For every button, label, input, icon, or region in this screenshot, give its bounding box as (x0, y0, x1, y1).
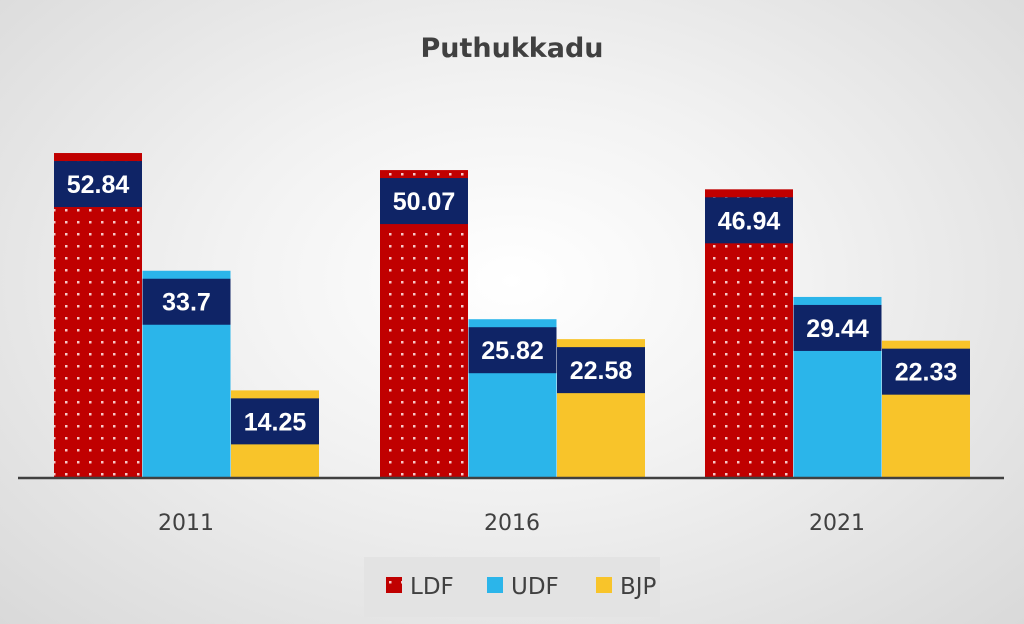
data-label-ldf-2021: 46.94 (718, 207, 781, 235)
x-tick-label: 2021 (809, 511, 865, 536)
data-label-box (882, 348, 970, 395)
x-tick-label: 2011 (158, 511, 214, 536)
bars: 52.84 33.7 14.25 50.07 25.82 22.58 46.94 29.44 2… (54, 153, 970, 478)
legend-label-ldf: LDF (410, 574, 454, 600)
data-label-box (231, 398, 319, 445)
data-label-ldf-2016: 50.07 (393, 188, 456, 216)
data-label-box (468, 327, 557, 374)
bar-ldf-2011 (54, 153, 142, 478)
data-label-udf-2021: 29.44 (806, 315, 869, 343)
data-label-bjp-2011: 14.25 (244, 408, 307, 436)
x-tick-label: 2016 (484, 511, 540, 536)
data-label-bjp-2016: 22.58 (570, 357, 633, 385)
legend-swatch-bjp (596, 577, 612, 593)
data-label-udf-2011: 33.7 (162, 289, 211, 317)
legend: LDF UDF BJP (386, 574, 657, 600)
data-label-box (54, 161, 142, 208)
legend-label-udf: UDF (511, 574, 559, 600)
data-label-box (142, 278, 231, 325)
data-label-box (380, 178, 468, 225)
data-label-udf-2016: 25.82 (481, 337, 544, 365)
legend-swatch-ldf (386, 577, 402, 593)
data-label-ldf-2011: 52.84 (67, 171, 130, 199)
data-label-bjp-2021: 22.33 (895, 359, 958, 387)
data-label-box (705, 197, 793, 244)
data-label-box (793, 304, 882, 351)
data-label-box (557, 347, 645, 394)
legend-swatch-udf (487, 577, 503, 593)
chart-title: Puthukkadu (420, 33, 603, 64)
x-ticks: 2011 2016 2021 (158, 511, 865, 536)
legend-label-bjp: BJP (620, 574, 657, 600)
